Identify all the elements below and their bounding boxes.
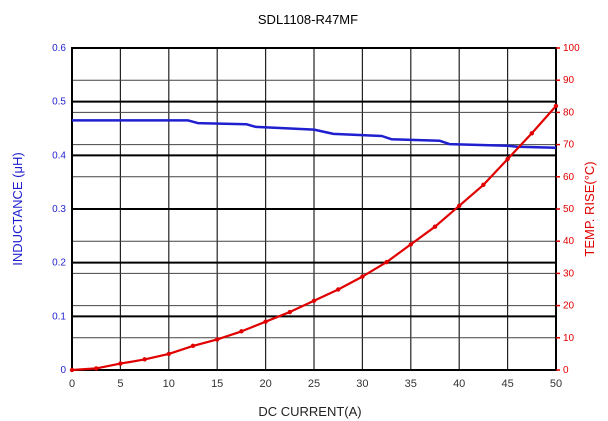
temp-rise-point xyxy=(215,337,220,342)
x-tick-label: 10 xyxy=(163,378,175,390)
temp-rise-point xyxy=(118,361,123,366)
temp-rise-point xyxy=(529,131,534,136)
temp-rise-point xyxy=(505,156,510,162)
right-axis-label: TEMP. RISE(°C) xyxy=(582,161,597,256)
left-tick-label: 0 xyxy=(60,365,66,376)
temp-rise-point xyxy=(360,274,365,279)
temp-rise-point xyxy=(94,366,99,371)
left-axis-ticks: 0 0.1 0.2 0.3 0.4 0.5 0.6 xyxy=(52,43,66,376)
right-tick-label: 30 xyxy=(563,268,575,279)
x-tick-label: 35 xyxy=(405,378,417,390)
left-tick-label: 0.3 xyxy=(52,204,66,215)
temp-rise-point xyxy=(384,259,389,265)
x-tick-label: 5 xyxy=(117,378,123,390)
temp-rise-point xyxy=(432,224,438,229)
temp-rise-point xyxy=(287,309,292,315)
temp-rise-point xyxy=(69,367,75,373)
left-axis-label: INDUCTANCE (μH) xyxy=(10,152,25,265)
temp-rise-point xyxy=(263,319,268,324)
x-tick-label: 45 xyxy=(501,378,513,390)
right-tick-label: 60 xyxy=(563,172,575,183)
right-tick-label: 40 xyxy=(563,236,575,247)
series-layer xyxy=(69,103,559,373)
right-tick-label: 10 xyxy=(563,333,575,344)
right-axis-ticks: 0 10 20 30 40 50 60 70 80 90 100 xyxy=(556,43,580,376)
right-tick-label: 0 xyxy=(563,365,569,376)
x-axis-ticks: 0 5 10 15 20 25 30 35 40 45 50 xyxy=(69,378,562,390)
temp-rise-point xyxy=(239,329,244,334)
chart-title: SDL1108-R47MF xyxy=(258,12,358,27)
right-tick-label: 90 xyxy=(563,75,575,86)
right-tick-label: 80 xyxy=(563,107,575,118)
temp-rise-point xyxy=(553,103,559,109)
temp-rise-point xyxy=(142,357,147,362)
x-axis-label: DC CURRENT(A) xyxy=(258,404,361,419)
x-tick-label: 25 xyxy=(308,378,320,390)
temp-rise-point xyxy=(336,287,341,292)
right-tick-label: 20 xyxy=(563,301,575,312)
temp-rise-point xyxy=(190,343,196,349)
right-tick-label: 70 xyxy=(563,140,575,151)
left-tick-label: 0.6 xyxy=(52,43,66,54)
right-tick-label: 100 xyxy=(563,43,580,54)
grid xyxy=(71,47,557,371)
inductance-series-line xyxy=(72,119,557,150)
left-tick-label: 0.1 xyxy=(52,311,66,322)
left-tick-label: 0.2 xyxy=(52,258,66,269)
x-tick-label: 50 xyxy=(550,378,562,390)
temp-rise-point xyxy=(311,298,317,303)
temp-rise-point xyxy=(457,203,462,208)
temp-rise-point xyxy=(481,182,486,188)
temp-rise-point xyxy=(408,242,413,247)
x-tick-label: 15 xyxy=(211,378,223,390)
x-tick-label: 40 xyxy=(453,378,465,390)
right-tick-label: 50 xyxy=(563,204,575,215)
temp-rise-point xyxy=(166,351,171,357)
x-tick-label: 0 xyxy=(69,378,75,390)
x-tick-label: 20 xyxy=(259,378,271,390)
left-tick-label: 0.4 xyxy=(52,150,66,161)
x-tick-label: 30 xyxy=(356,378,368,390)
left-tick-label: 0.5 xyxy=(52,97,66,108)
